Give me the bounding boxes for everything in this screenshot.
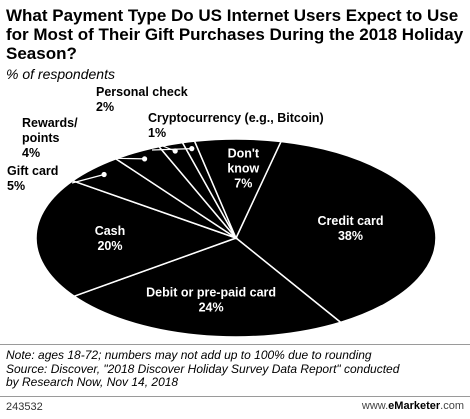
slice-label-credit-card: Credit card 38%: [318, 214, 384, 243]
divider: [0, 344, 470, 345]
leader-line-personal-check: [127, 131, 176, 152]
slice-label-personal-check: Personal check 2%: [96, 85, 188, 114]
slice-label-debit-or-pre-paid-card: Debit or pre-paid card 24%: [146, 286, 276, 315]
leader-dot-gift-card: [101, 171, 107, 178]
slice-label-cryptocurrency-e-g-bitcoin: Cryptocurrency (e.g., Bitcoin) 1%: [148, 111, 324, 140]
pie-slice-don-t-know: [193, 138, 283, 240]
source-line: by Research Now, Nov 14, 2018: [6, 375, 179, 389]
chart-title: What Payment Type Do US Internet Users E…: [6, 6, 464, 63]
brand-logo: www.eMarketer.com: [362, 400, 464, 412]
pie-slice-credit-card: [235, 140, 437, 324]
chart-subtitle: % of respondents: [6, 66, 115, 82]
leader-line-cryptocurrency-e-g-bitcoin: [151, 148, 192, 151]
chart-notes: Note: ages 18-72; numbers may not add up…: [6, 348, 466, 390]
leader-line-gift-card: [71, 173, 105, 184]
leader-lines: [71, 131, 195, 184]
brand-suffix: .com: [440, 400, 464, 412]
chart-id: 243532: [6, 401, 43, 413]
source-line: Source: Discover, "2018 Discover Holiday…: [6, 361, 400, 376]
note-line: Note: ages 18-72; numbers may not add up…: [6, 348, 372, 362]
slice-label-don-t-know: Don't know 7%: [227, 147, 260, 191]
slice-label-cash: Cash 20%: [95, 224, 126, 253]
slice-labels: Credit card 38% Debit or pre-paid card 24% C…: [7, 85, 384, 315]
pie-slice-cash: [35, 179, 239, 298]
leader-dot-cryptocurrency-e-g-bitcoin: [189, 146, 195, 152]
leader-line-rewards-points: [101, 157, 145, 160]
pie-slice-debit-or-pre-paid-card: [72, 237, 343, 338]
leader-dot-rewards-points: [142, 156, 148, 162]
divider: [0, 396, 470, 397]
brand-name: eMarketer: [388, 400, 441, 412]
pie-slices: [35, 138, 437, 338]
slice-label-rewards-points: Rewards/points 4%: [22, 116, 78, 160]
slice-label-gift-card: Gift card 5%: [7, 164, 58, 193]
brand-prefix: www.: [361, 400, 389, 412]
